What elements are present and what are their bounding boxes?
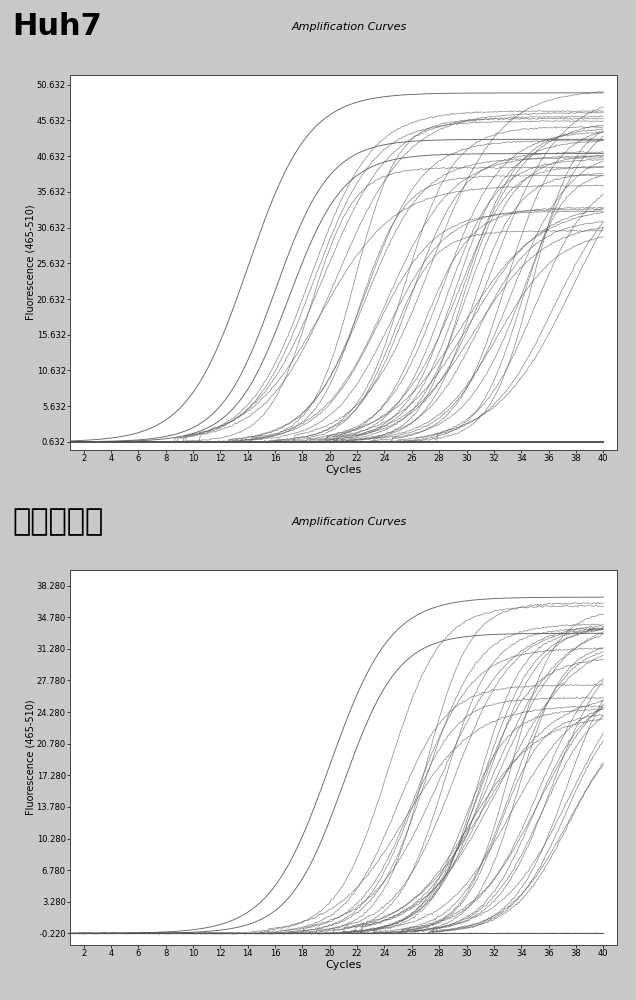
Y-axis label: Fluorescence (465-510): Fluorescence (465-510) xyxy=(25,205,35,320)
Text: Huh7: Huh7 xyxy=(13,12,102,41)
Y-axis label: Fluorescence (465-510): Fluorescence (465-510) xyxy=(25,700,35,815)
Text: 正常肝细胞: 正常肝细胞 xyxy=(13,507,104,536)
Text: Amplification Curves: Amplification Curves xyxy=(291,22,407,32)
Text: Amplification Curves: Amplification Curves xyxy=(291,517,407,527)
X-axis label: Cycles: Cycles xyxy=(326,960,361,970)
X-axis label: Cycles: Cycles xyxy=(326,465,361,475)
